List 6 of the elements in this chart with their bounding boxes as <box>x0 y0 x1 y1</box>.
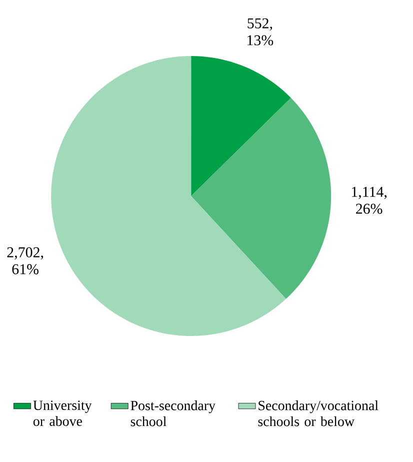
legend-label: Post-secondary school <box>130 400 216 426</box>
data-label: 2,702, 61% <box>7 247 44 274</box>
legend-label: Secondary/vocational schools or below <box>258 400 378 426</box>
data-label: 1,114, 26% <box>352 186 386 214</box>
data-label: 552, 13% <box>248 18 274 46</box>
legend-label: University or above <box>33 400 92 426</box>
